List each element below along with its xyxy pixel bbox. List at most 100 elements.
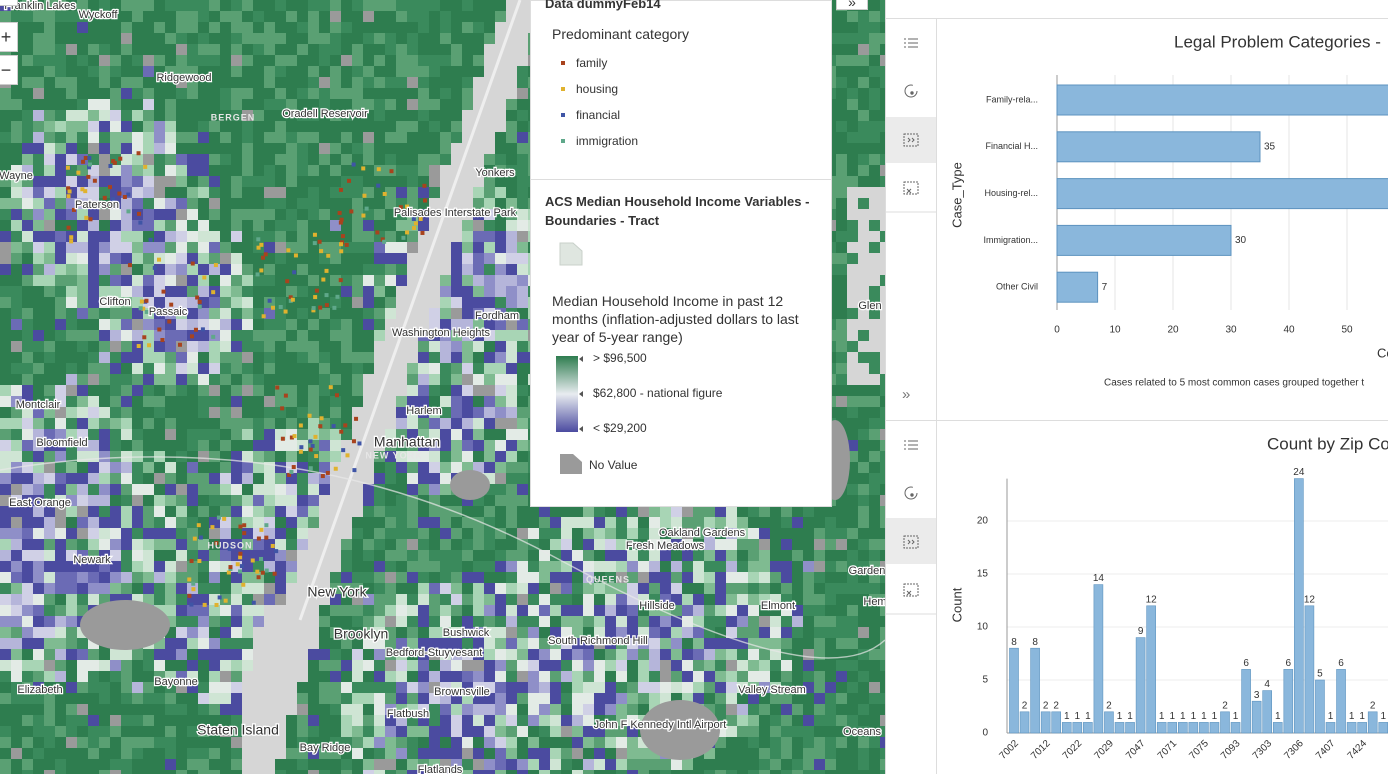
map-tile <box>0 341 11 352</box>
map-tile <box>407 561 418 572</box>
map-tile <box>418 143 429 154</box>
map-tile <box>121 374 132 385</box>
map-tile <box>11 121 22 132</box>
map-tile <box>121 286 132 297</box>
map-tile <box>473 264 484 275</box>
map-tile <box>528 550 539 561</box>
map-tile <box>77 121 88 132</box>
map-tile <box>781 550 792 561</box>
map-tile <box>264 451 275 462</box>
map-tile <box>407 88 418 99</box>
map-tile <box>506 297 517 308</box>
map-tile <box>22 451 33 462</box>
map-tile <box>770 550 781 561</box>
map-tile <box>506 407 517 418</box>
map-tile <box>341 165 352 176</box>
map-tile <box>451 407 462 418</box>
map-tile <box>374 330 385 341</box>
map-tile <box>264 242 275 253</box>
map-tile <box>176 374 187 385</box>
map-tile <box>693 506 704 517</box>
map-tile <box>495 99 506 110</box>
map-tile <box>297 341 308 352</box>
map-tile <box>374 220 385 231</box>
map-tile <box>132 176 143 187</box>
map-tile <box>374 616 385 627</box>
map-tile <box>748 539 759 550</box>
map-tile <box>231 44 242 55</box>
map-tile <box>363 528 374 539</box>
map-tile <box>836 110 847 121</box>
map-tile <box>704 517 715 528</box>
map-tile <box>286 660 297 671</box>
map-tile <box>715 627 726 638</box>
map-tile <box>198 638 209 649</box>
map-tile <box>110 176 121 187</box>
map-tile <box>275 561 286 572</box>
map-tile <box>374 638 385 649</box>
map-tile <box>363 22 374 33</box>
map-tile <box>616 594 627 605</box>
map-tile <box>418 539 429 550</box>
map-tile <box>165 462 176 473</box>
map-tile <box>616 605 627 616</box>
map-tile <box>88 44 99 55</box>
map-tile <box>165 330 176 341</box>
map-tile <box>869 385 880 396</box>
map-tile <box>363 0 374 11</box>
map-tile <box>275 77 286 88</box>
map-tile <box>330 616 341 627</box>
map-tile <box>308 275 319 286</box>
map-tile <box>462 429 473 440</box>
map-tile <box>55 0 66 11</box>
map-tile <box>880 242 885 253</box>
map-tile <box>308 660 319 671</box>
map-tile <box>198 583 209 594</box>
map-tile <box>143 154 154 165</box>
map-tile <box>198 473 209 484</box>
map-tile <box>407 616 418 627</box>
map-tile <box>187 495 198 506</box>
map-tile <box>341 110 352 121</box>
map-tile <box>220 605 231 616</box>
map-tile <box>33 660 44 671</box>
map-tile <box>319 77 330 88</box>
map-tile <box>33 231 44 242</box>
map-tile <box>473 187 484 198</box>
map-tile <box>528 539 539 550</box>
map-tile <box>836 231 847 242</box>
map-tile <box>110 473 121 484</box>
map-tile <box>352 660 363 671</box>
map-tile <box>132 286 143 297</box>
map-tile <box>451 374 462 385</box>
map-tile <box>341 550 352 561</box>
map-tile <box>847 330 858 341</box>
map-tile <box>110 242 121 253</box>
map-tile <box>253 649 264 660</box>
map-tile <box>11 275 22 286</box>
map-tile <box>803 616 814 627</box>
map-tile <box>242 99 253 110</box>
map-tile <box>110 275 121 286</box>
map-tile <box>99 352 110 363</box>
map-tile <box>473 286 484 297</box>
map-tile <box>506 55 517 66</box>
map-tile <box>418 308 429 319</box>
map-tile <box>88 407 99 418</box>
map-tile <box>484 539 495 550</box>
map-tile <box>66 429 77 440</box>
map-tile <box>88 275 99 286</box>
map-tile <box>341 77 352 88</box>
map-tile <box>308 429 319 440</box>
map-tile <box>220 176 231 187</box>
map-tile <box>99 319 110 330</box>
map-tile <box>154 275 165 286</box>
map-tile <box>0 660 11 671</box>
map-tile <box>55 374 66 385</box>
map-tile <box>605 561 616 572</box>
map-tile <box>484 297 495 308</box>
map-tile <box>517 473 528 484</box>
map-tile <box>330 572 341 583</box>
map-tile <box>253 627 264 638</box>
map-tile <box>44 396 55 407</box>
